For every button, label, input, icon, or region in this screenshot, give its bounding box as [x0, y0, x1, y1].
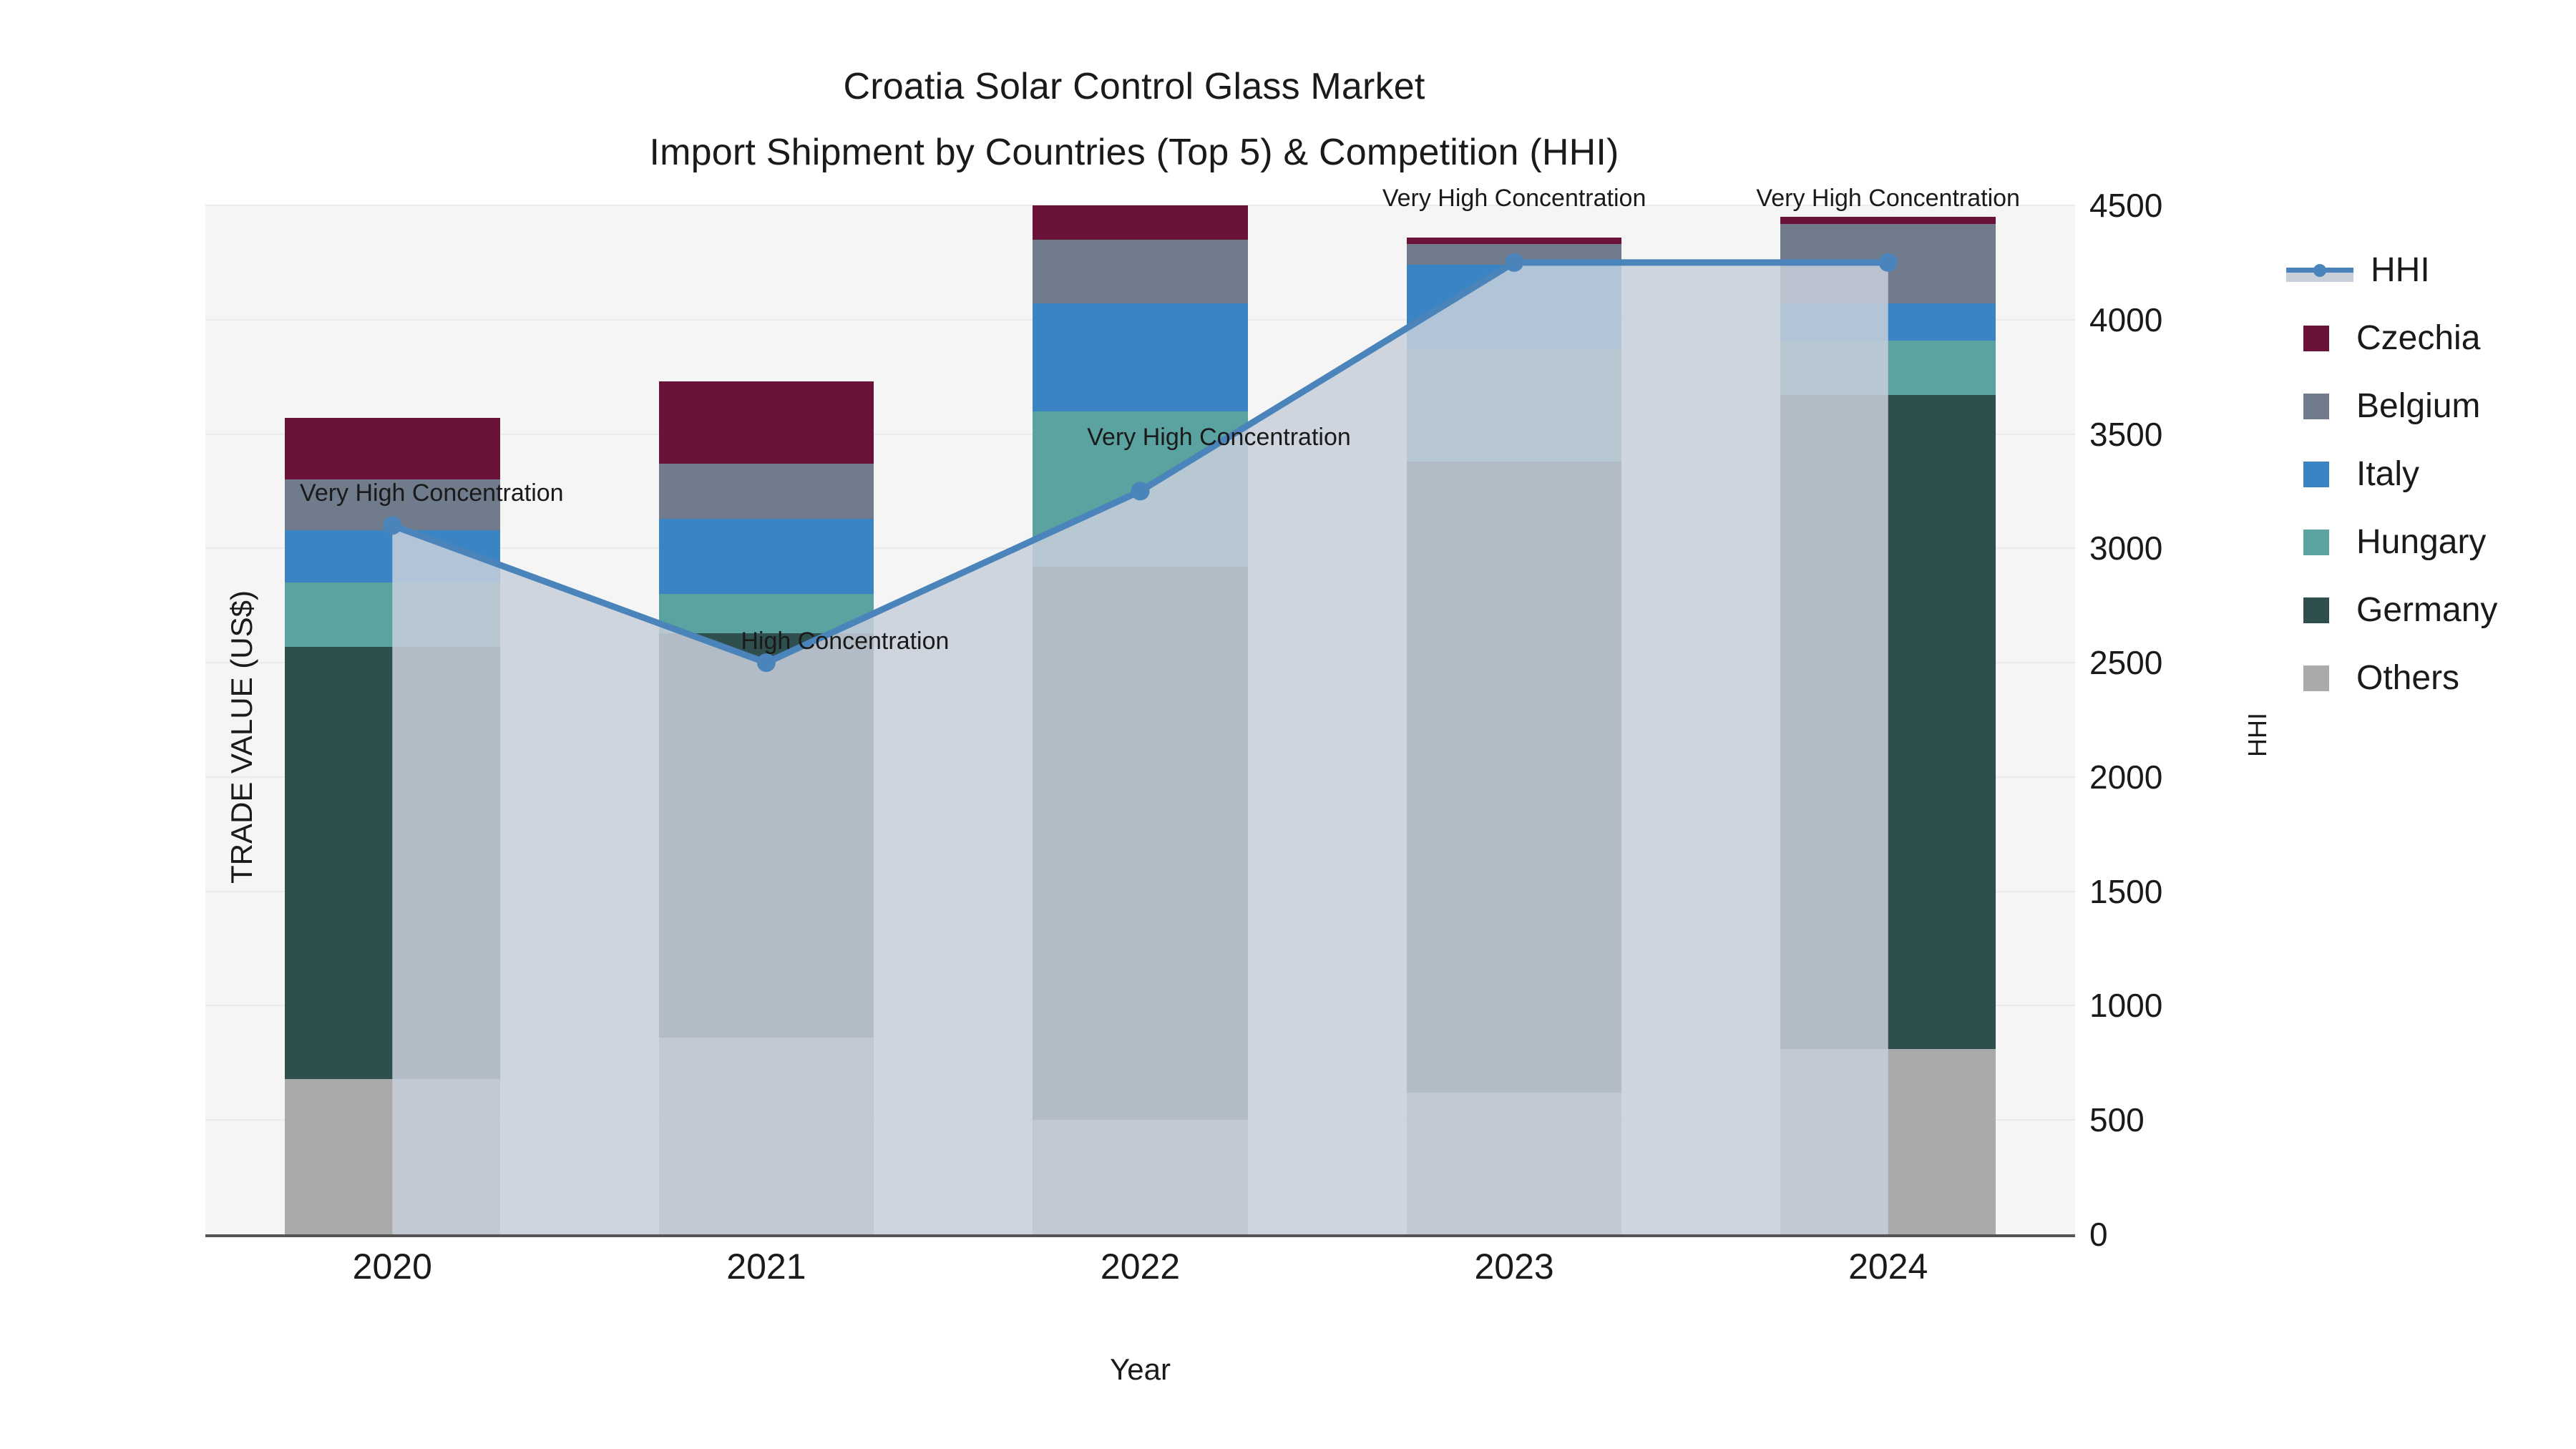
bar-segment-czechia[interactable] [1033, 205, 1248, 240]
y-tick-right: 2500 [2089, 644, 2163, 682]
concentration-annotation-2023: Very High Concentration [1382, 184, 1646, 212]
y-axis-left-label: TRADE VALUE (US$) [225, 590, 258, 884]
bar-segment-others[interactable] [658, 1038, 874, 1234]
bar-segment-others[interactable] [1406, 1092, 1622, 1234]
bar-segment-italy[interactable] [1780, 303, 1996, 341]
y-tick-right: 0 [2089, 1216, 2108, 1253]
bar-segment-germany[interactable] [285, 646, 500, 1079]
bar-segment-others[interactable] [285, 1078, 500, 1234]
x-tick-2023: 2023 [1474, 1246, 1554, 1287]
x-tick-2022: 2022 [1100, 1246, 1181, 1287]
legend-swatch-icon [2303, 529, 2329, 555]
concentration-annotation-2020: Very High Concentration [300, 479, 564, 507]
bar-segment-hungary[interactable] [1780, 340, 1996, 396]
legend-label: Germany [2356, 590, 2498, 629]
chart-title: Croatia Solar Control Glass Market Impor… [0, 54, 2268, 185]
legend-label: Others [2356, 658, 2460, 697]
bar-segment-hungary[interactable] [1406, 349, 1622, 462]
x-tick-2024: 2024 [1848, 1246, 1928, 1287]
bar-segment-germany[interactable] [658, 633, 874, 1038]
bar-segment-belgium[interactable] [1033, 239, 1248, 304]
bar-segment-germany[interactable] [1780, 395, 1996, 1050]
gridline [205, 205, 2075, 206]
y-tick-right: 2000 [2089, 758, 2163, 796]
plot-area [205, 205, 2075, 1234]
legend-item-hhi[interactable]: HHI [2286, 236, 2572, 304]
x-tick-2020: 2020 [352, 1246, 432, 1287]
legend-label: HHI [2371, 250, 2430, 289]
bar-segment-germany[interactable] [1033, 566, 1248, 1121]
y-tick-right: 3000 [2089, 530, 2163, 567]
y-tick-right: 1500 [2089, 872, 2163, 910]
legend-item-others[interactable]: Others [2286, 644, 2572, 712]
legend-item-germany[interactable]: Germany [2286, 576, 2572, 644]
bar-segment-belgium[interactable] [658, 464, 874, 519]
concentration-annotation-2021: High Concentration [741, 628, 950, 655]
legend-swatch-icon [2303, 597, 2329, 623]
bar-segment-italy[interactable] [658, 518, 874, 595]
legend-item-hungary[interactable]: Hungary [2286, 508, 2572, 576]
legend-label: Czechia [2356, 318, 2481, 357]
legend-swatch-icon [2303, 393, 2329, 419]
concentration-annotation-2022: Very High Concentration [1087, 424, 1351, 452]
bar-segment-belgium[interactable] [1780, 223, 1996, 304]
y-tick-right: 4500 [2089, 187, 2163, 224]
legend-swatch-icon [2303, 461, 2329, 487]
bar-segment-czechia[interactable] [1780, 217, 1996, 224]
legend-label: Italy [2356, 454, 2420, 493]
bar-segment-italy[interactable] [285, 530, 500, 583]
legend-label: Hungary [2356, 522, 2487, 561]
chart-title-line-1: Croatia Solar Control Glass Market [843, 66, 1425, 107]
bar-segment-others[interactable] [1033, 1120, 1248, 1234]
legend-item-czechia[interactable]: Czechia [2286, 304, 2572, 372]
bar-segment-belgium[interactable] [1406, 244, 1622, 265]
bar-segment-others[interactable] [1780, 1049, 1996, 1234]
legend-label: Belgium [2356, 386, 2481, 425]
bar-segment-czechia[interactable] [285, 418, 500, 480]
y-tick-right: 4000 [2089, 301, 2163, 338]
bar-segment-hungary[interactable] [285, 582, 500, 647]
y-tick-right: 500 [2089, 1101, 2145, 1139]
chart-title-line-2: Import Shipment by Countries (Top 5) & C… [649, 132, 1619, 173]
x-tick-2021: 2021 [726, 1246, 806, 1287]
bar-segment-czechia[interactable] [1406, 237, 1622, 245]
legend-line-icon [2286, 258, 2353, 283]
legend-swatch-icon [2303, 325, 2329, 351]
bar-segment-czechia[interactable] [658, 381, 874, 464]
y-tick-right: 1000 [2089, 987, 2163, 1025]
x-axis-label: Year [1110, 1352, 1171, 1386]
y-axis-right-label: HHI [2243, 713, 2272, 757]
y-tick-right: 3500 [2089, 415, 2163, 453]
legend-swatch-icon [2303, 665, 2329, 691]
bars-layer [205, 205, 2075, 1234]
bar-segment-germany[interactable] [1406, 461, 1622, 1093]
legend-item-italy[interactable]: Italy [2286, 440, 2572, 508]
bar-segment-italy[interactable] [1406, 265, 1622, 350]
chart-legend: HHI Czechia Belgium Italy Hungary Germany Othe… [2286, 236, 2572, 712]
legend-item-belgium[interactable]: Belgium [2286, 372, 2572, 440]
x-axis-spine [205, 1234, 2075, 1237]
concentration-annotation-2024: Very High Concentration [1756, 184, 2020, 212]
bar-segment-italy[interactable] [1033, 303, 1248, 411]
